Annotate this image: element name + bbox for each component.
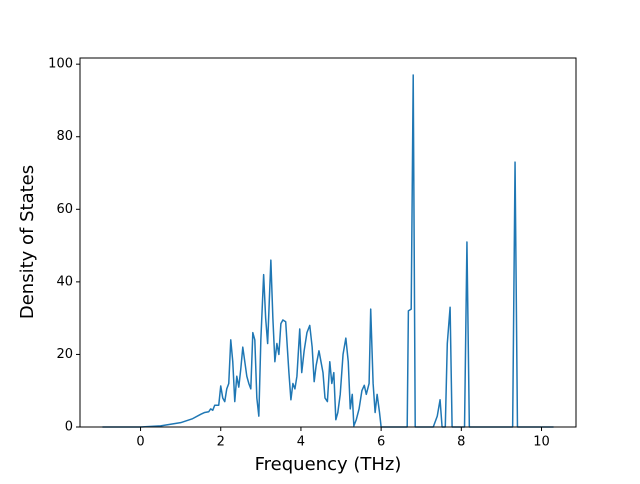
y-tick-label: 0 bbox=[65, 420, 73, 435]
x-axis-label: Frequency (THz) bbox=[255, 454, 402, 475]
y-tick-label: 100 bbox=[48, 57, 73, 72]
data-line bbox=[102, 74, 554, 428]
x-tick-label: 8 bbox=[457, 435, 465, 450]
y-tick-label: 60 bbox=[56, 202, 73, 217]
axes-frame bbox=[79, 57, 577, 428]
x-tick-label: 0 bbox=[136, 435, 144, 450]
y-tick-label: 20 bbox=[56, 347, 73, 362]
plot-area bbox=[102, 74, 554, 428]
x-tick-label: 10 bbox=[533, 435, 550, 450]
y-axis-label: Density of States bbox=[17, 165, 38, 319]
x-tick-label: 2 bbox=[217, 435, 225, 450]
y-tick-label: 80 bbox=[56, 129, 73, 144]
y-tick-label: 40 bbox=[56, 274, 73, 289]
x-tick-label: 4 bbox=[297, 435, 305, 450]
x-tick-label: 6 bbox=[377, 435, 385, 450]
